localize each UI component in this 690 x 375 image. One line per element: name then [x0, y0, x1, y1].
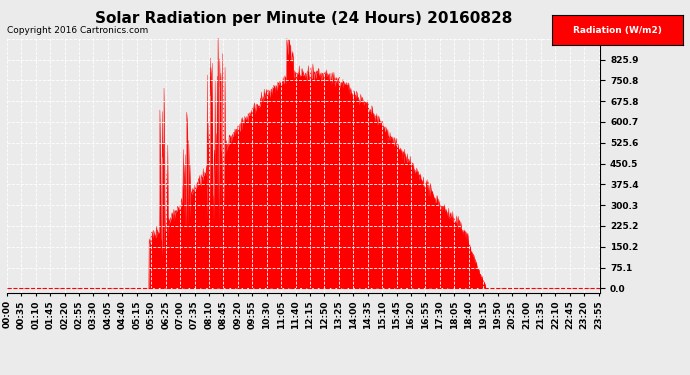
Text: Copyright 2016 Cartronics.com: Copyright 2016 Cartronics.com — [7, 26, 148, 35]
Text: Radiation (W/m2): Radiation (W/m2) — [573, 26, 662, 34]
Text: Solar Radiation per Minute (24 Hours) 20160828: Solar Radiation per Minute (24 Hours) 20… — [95, 11, 512, 26]
